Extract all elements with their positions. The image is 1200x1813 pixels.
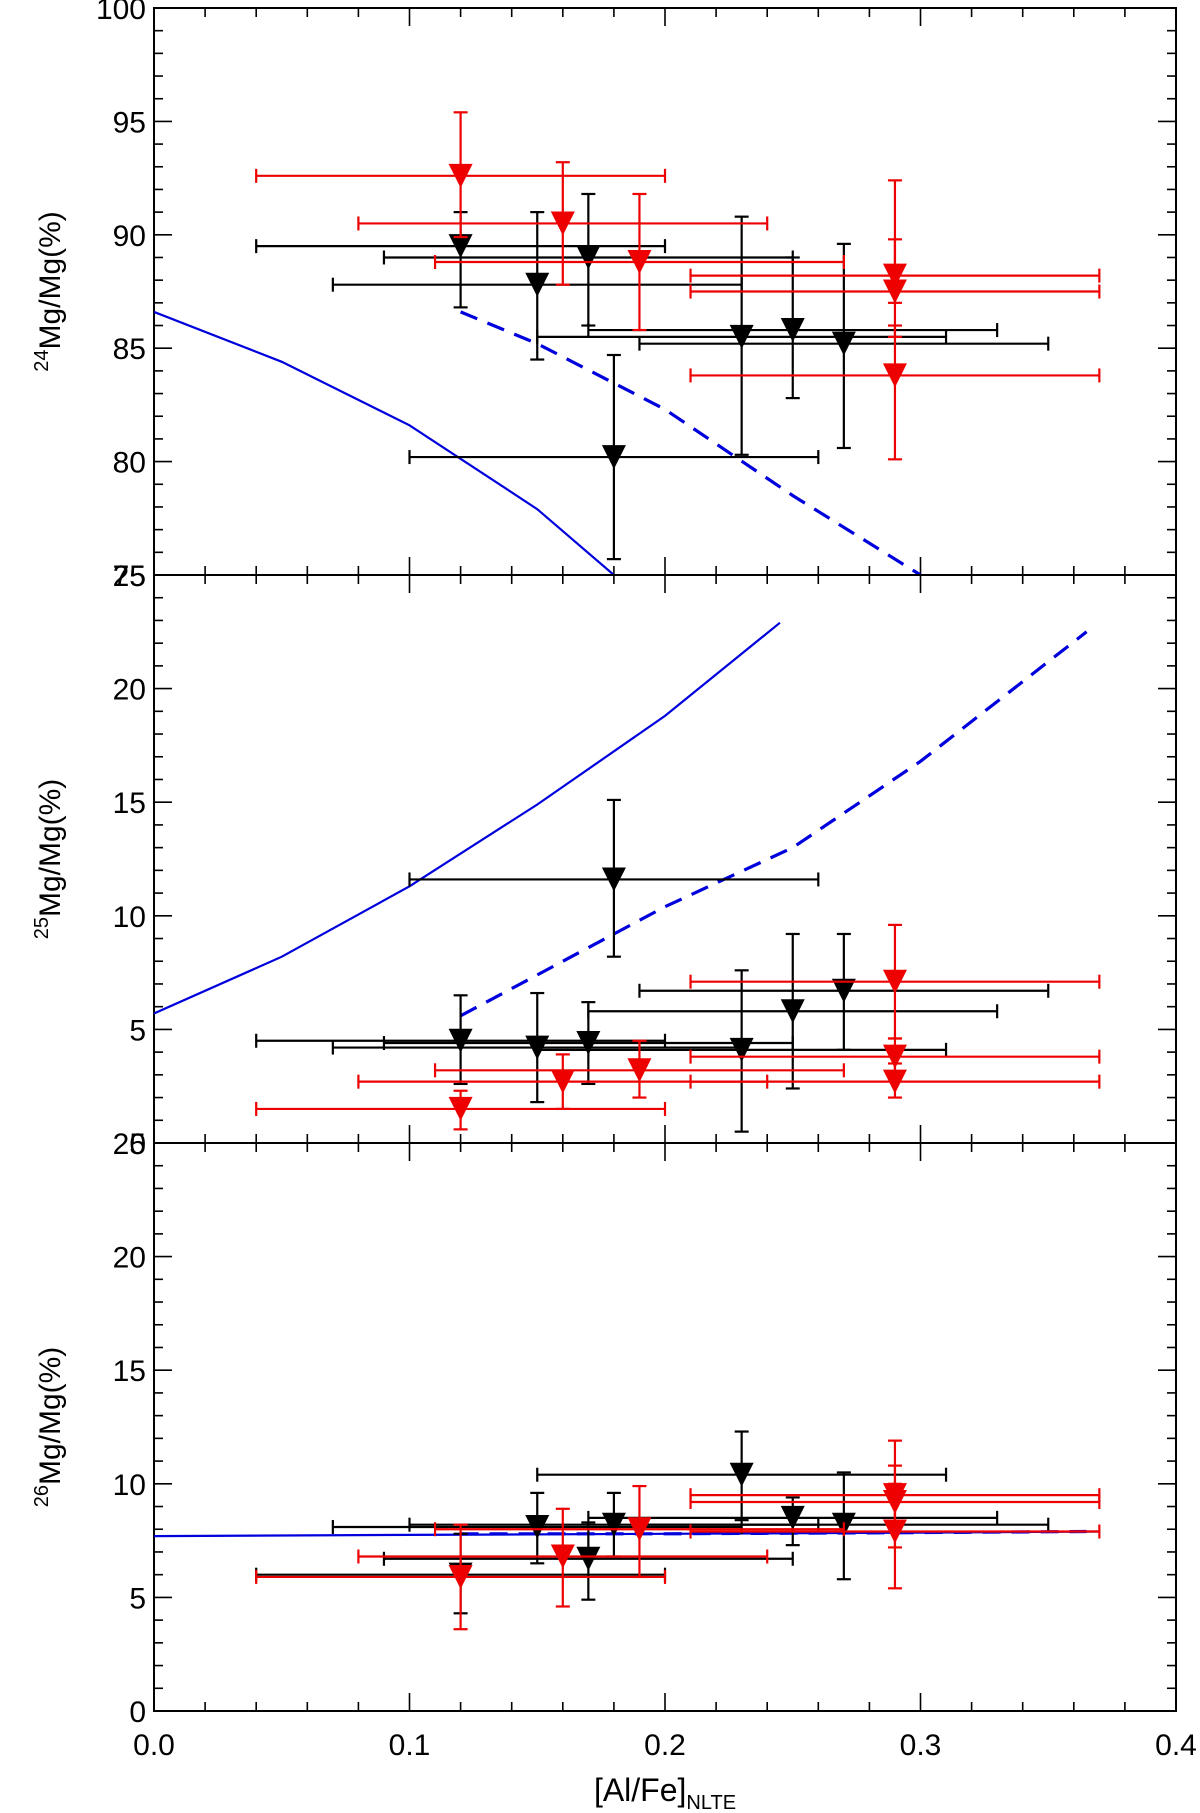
- data-point-triangle: [576, 1546, 601, 1571]
- model-curve-dashed: [459, 630, 1088, 1018]
- data-point-triangle: [627, 250, 652, 275]
- y-tick-label: 20: [113, 674, 146, 707]
- y-axis-label-text: Mg/Mg(%): [34, 779, 67, 917]
- data-point-triangle: [448, 234, 473, 259]
- data-point-triangle: [882, 363, 907, 388]
- y-tick-label: 15: [113, 1355, 146, 1388]
- model-curve-solid: [154, 621, 781, 1015]
- y-axis-label-text: Mg/Mg(%): [34, 1347, 67, 1485]
- data-point-triangle: [882, 1519, 907, 1544]
- model-curves: [154, 621, 1088, 1018]
- data-point-triangle: [601, 867, 626, 892]
- x-tick-label: 0.2: [644, 1729, 686, 1762]
- x-axis-label-text: [Al/Fe]: [594, 1772, 686, 1808]
- data-point-triangle: [780, 318, 805, 343]
- y-axis-label-text: Mg/Mg(%): [34, 211, 67, 349]
- y-tick-label: 95: [113, 106, 146, 139]
- y-tick-label: 25: [113, 1128, 146, 1161]
- y-tick-label: 15: [113, 787, 146, 820]
- x-tick-label: 0.4: [1155, 1729, 1197, 1762]
- x-tick-label: 0.0: [133, 1729, 175, 1762]
- y-axis-label: 24Mg/Mg(%): [31, 211, 67, 372]
- series-red: [255, 111, 1101, 461]
- model-curve-dashed: [459, 310, 922, 575]
- y-tick-label: 25: [113, 560, 146, 593]
- model-curve-solid: [154, 310, 615, 575]
- y-tick-label: 80: [113, 447, 146, 480]
- data-point-triangle: [550, 1069, 575, 1094]
- y-tick-label: 100: [96, 0, 146, 26]
- y-tick-label: 0: [129, 1128, 146, 1161]
- data-point-triangle: [780, 1505, 805, 1530]
- plot-frame: [153, 1142, 1177, 1712]
- data-point-triangle: [525, 272, 550, 297]
- y-tick-label: 75: [113, 560, 146, 593]
- data-point-triangle: [448, 1564, 473, 1589]
- plot-frame: [153, 574, 1177, 1144]
- data-point-triangle: [550, 211, 575, 236]
- panel-mg26: 0 5 10 15 20 25 26Mg/Mg(%): [31, 1128, 1177, 1729]
- data-point-triangle: [601, 445, 626, 470]
- series-red: [255, 1439, 1101, 1631]
- y-axis-label-superscript: 25: [31, 917, 53, 939]
- data-point-triangle: [627, 1517, 652, 1542]
- data-point-triangle: [576, 1031, 601, 1056]
- data-point-triangle: [882, 1069, 907, 1094]
- series-black: [255, 798, 1050, 1133]
- model-curves: [154, 310, 922, 575]
- data-point-triangle: [448, 163, 473, 188]
- data-point-triangle: [729, 1037, 754, 1062]
- series-red: [255, 923, 1101, 1131]
- data-point-triangle: [448, 1096, 473, 1121]
- y-axis-label: 25Mg/Mg(%): [31, 779, 67, 940]
- data-point-triangle: [550, 1544, 575, 1569]
- series-black: [255, 1430, 1050, 1615]
- data-point-triangle: [882, 969, 907, 994]
- x-tick-label: 0.3: [900, 1729, 942, 1762]
- data-point-triangle: [780, 999, 805, 1024]
- data-point-triangle: [525, 1514, 550, 1539]
- data-point-triangle: [831, 978, 856, 1003]
- y-axis-label-superscript: 26: [31, 1485, 53, 1507]
- data-point-triangle: [882, 279, 907, 304]
- y-axis-label-superscript: 24: [31, 350, 53, 372]
- y-tick-label: 10: [113, 901, 146, 934]
- x-axis-label: [Al/Fe]NLTE: [594, 1772, 736, 1813]
- data-point-triangle: [576, 245, 601, 270]
- y-tick-label: 10: [113, 1469, 146, 1502]
- y-tick-label: 85: [113, 333, 146, 366]
- data-point-triangle: [882, 1044, 907, 1069]
- data-point-triangle: [729, 1462, 754, 1487]
- data-point-triangle: [627, 1058, 652, 1083]
- panel-mg24: 75 80 85 90 95 100 24Mg/Mg(%): [31, 0, 1177, 593]
- series-black: [255, 192, 1050, 561]
- y-tick-label: 0: [129, 1696, 146, 1729]
- x-tick-label: 0.1: [389, 1729, 431, 1762]
- data-point-triangle: [831, 331, 856, 356]
- x-axis-label-subscript: NLTE: [686, 1792, 736, 1813]
- y-axis-label: 26Mg/Mg(%): [31, 1347, 67, 1508]
- data-point-triangle: [448, 1028, 473, 1053]
- y-tick-label: 90: [113, 220, 146, 253]
- y-tick-label: 20: [113, 1242, 146, 1275]
- y-tick-label: 5: [129, 1014, 146, 1047]
- y-tick-label: 5: [129, 1582, 146, 1615]
